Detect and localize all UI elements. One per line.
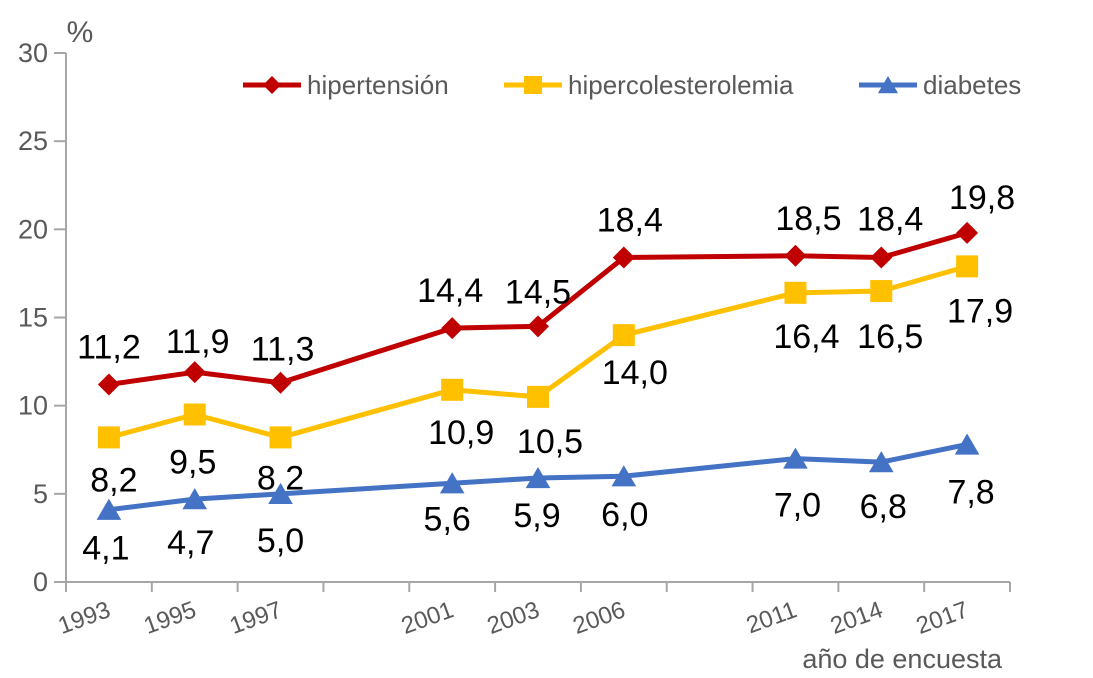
- legend-label-diabetes: diabetes: [923, 69, 1022, 100]
- x-tick-label: 2001: [398, 596, 457, 640]
- legend-item-diabetes: diabetes: [858, 70, 1021, 100]
- legend-item-hipercolesterolemia: hipercolesterolemia: [503, 70, 793, 100]
- data-point-marker: [954, 433, 980, 455]
- y-tick-label: 15: [18, 303, 48, 333]
- data-label: 10,9: [428, 414, 494, 452]
- x-axis-title: año de encuesta: [802, 644, 1003, 674]
- data-point-marker: [527, 315, 549, 338]
- x-tick-label: 2011: [743, 596, 801, 639]
- x-tick-label: 1993: [55, 596, 114, 640]
- data-point-marker: [525, 466, 551, 489]
- legend-shape: [524, 76, 542, 94]
- data-label: 5,0: [257, 522, 304, 560]
- legend-marker-hipercolesterolemia-icon: [504, 76, 562, 94]
- data-point-marker: [527, 385, 549, 408]
- data-label: 9,5: [169, 443, 216, 481]
- data-label: 16,5: [857, 318, 923, 356]
- x-tick-label: 2014: [827, 596, 886, 640]
- data-point-marker: [870, 280, 893, 303]
- data-point-marker: [441, 378, 464, 401]
- x-tick-label: 2017: [913, 596, 972, 640]
- data-point-marker: [784, 244, 807, 267]
- data-point-marker: [868, 451, 894, 473]
- data-point-marker: [269, 426, 292, 449]
- legend-label-hipercolesterolemia: hipercolesterolemia: [568, 69, 794, 100]
- data-label: 19,8: [949, 179, 1015, 217]
- data-label: 7,8: [947, 473, 994, 511]
- data-point-marker: [956, 255, 979, 278]
- data-label: 18,5: [775, 200, 841, 238]
- data-point-marker: [97, 373, 120, 396]
- data-label: 18,4: [857, 201, 923, 239]
- data-point-marker: [870, 246, 893, 269]
- data-point-marker: [269, 371, 292, 394]
- data-point-marker: [183, 361, 206, 384]
- series-diabetes: [96, 433, 980, 520]
- legend-marker-diabetes-icon: [859, 76, 917, 94]
- legend-shape: [263, 76, 281, 94]
- data-label: 7,0: [774, 487, 821, 525]
- data-point-marker: [97, 426, 120, 449]
- y-tick-label: 20: [18, 214, 48, 244]
- x-tick-label: 1995: [140, 596, 199, 640]
- data-point-marker: [96, 498, 122, 520]
- data-label: 14,0: [602, 354, 668, 392]
- data-label: 10,5: [517, 423, 583, 461]
- x-tick-label: 1997: [226, 596, 285, 640]
- y-axis-title: %: [67, 16, 94, 49]
- data-label: 4,1: [82, 530, 129, 568]
- data-label: 5,6: [424, 500, 471, 538]
- legend-shape: [877, 76, 899, 94]
- data-label: 6,8: [860, 488, 907, 526]
- data-label: 11,9: [166, 323, 230, 361]
- data-label: 14,4: [417, 272, 483, 310]
- data-label: 6,0: [601, 496, 648, 534]
- data-label: 11,3: [251, 331, 315, 369]
- legend-label-hipertension: hipertensión: [307, 69, 449, 100]
- data-point-marker: [182, 488, 208, 510]
- data-point-marker: [956, 221, 979, 244]
- y-tick-label: 30: [18, 38, 48, 68]
- legend-item-hipertension: hipertensión: [242, 70, 449, 100]
- data-label: 11,2: [77, 329, 141, 367]
- series-hipertensión: [97, 221, 979, 396]
- data-label: 17,9: [947, 292, 1013, 330]
- y-tick-label: 0: [33, 567, 48, 597]
- data-label: 14,5: [505, 273, 571, 311]
- y-tick-label: 5: [33, 479, 48, 509]
- data-point-marker: [441, 317, 464, 340]
- data-point-marker: [183, 403, 206, 426]
- legend-marker-hipertension-icon: [243, 76, 301, 94]
- data-label: 8,2: [90, 461, 137, 499]
- data-label: 16,4: [773, 318, 839, 356]
- data-point-marker: [268, 482, 293, 504]
- data-label: 4,7: [167, 524, 214, 562]
- data-point-marker: [439, 472, 465, 494]
- data-point-marker: [611, 465, 637, 487]
- data-point-marker: [612, 324, 635, 347]
- y-tick-label: 10: [18, 391, 48, 421]
- data-label: 18,4: [597, 202, 663, 240]
- data-point-marker: [783, 447, 808, 469]
- data-point-marker: [784, 281, 807, 304]
- y-tick-label: 25: [18, 126, 48, 156]
- series-hipercolesterolemia: [97, 255, 979, 449]
- data-point-marker: [612, 246, 635, 269]
- x-tick-label: 2003: [484, 596, 543, 640]
- data-label: 5,9: [513, 497, 560, 535]
- x-tick-label: 2006: [569, 596, 628, 640]
